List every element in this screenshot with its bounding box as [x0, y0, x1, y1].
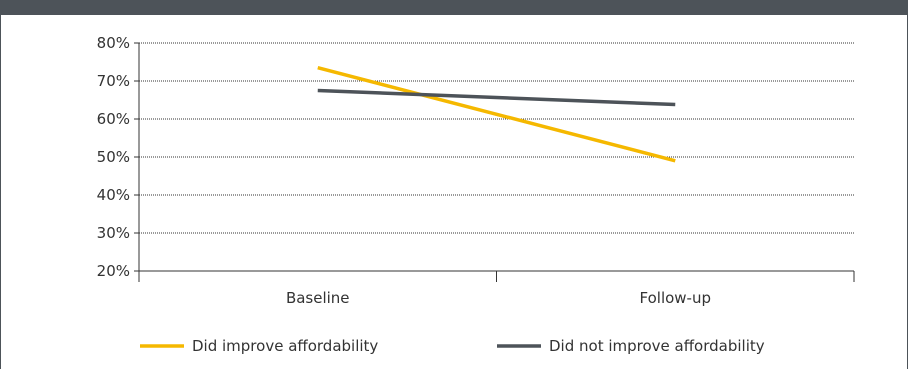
y-tick-label: 20% [97, 262, 130, 280]
y-tick-label: 50% [97, 148, 130, 166]
legend-label: Did improve affordability [192, 337, 378, 355]
y-tick-label: 30% [97, 224, 130, 242]
gridlines [139, 42, 854, 234]
x-axis-ticks: Baseline Follow-up [138, 271, 855, 307]
legend-item-2: Did not improve affordability [497, 337, 765, 355]
x-tick-label: Baseline [286, 289, 350, 307]
header-bar [1, 0, 908, 15]
legend: Did improve affordability Did not improve… [140, 337, 765, 355]
axes [138, 43, 854, 272]
y-tick-label: 80% [97, 34, 130, 52]
legend-label: Did not improve affordability [549, 337, 765, 355]
series-line-2 [317, 88, 676, 107]
y-axis-ticks: 80% 70% 60% 50% 40% 30% 20% [97, 34, 139, 280]
y-tick-label: 40% [97, 186, 130, 204]
series-lines [317, 66, 676, 163]
y-tick-label: 60% [97, 110, 130, 128]
y-tick-label: 70% [97, 72, 130, 90]
x-tick-label: Follow-up [640, 289, 712, 307]
series-line-1 [317, 66, 676, 163]
legend-item-1: Did improve affordability [140, 337, 378, 355]
